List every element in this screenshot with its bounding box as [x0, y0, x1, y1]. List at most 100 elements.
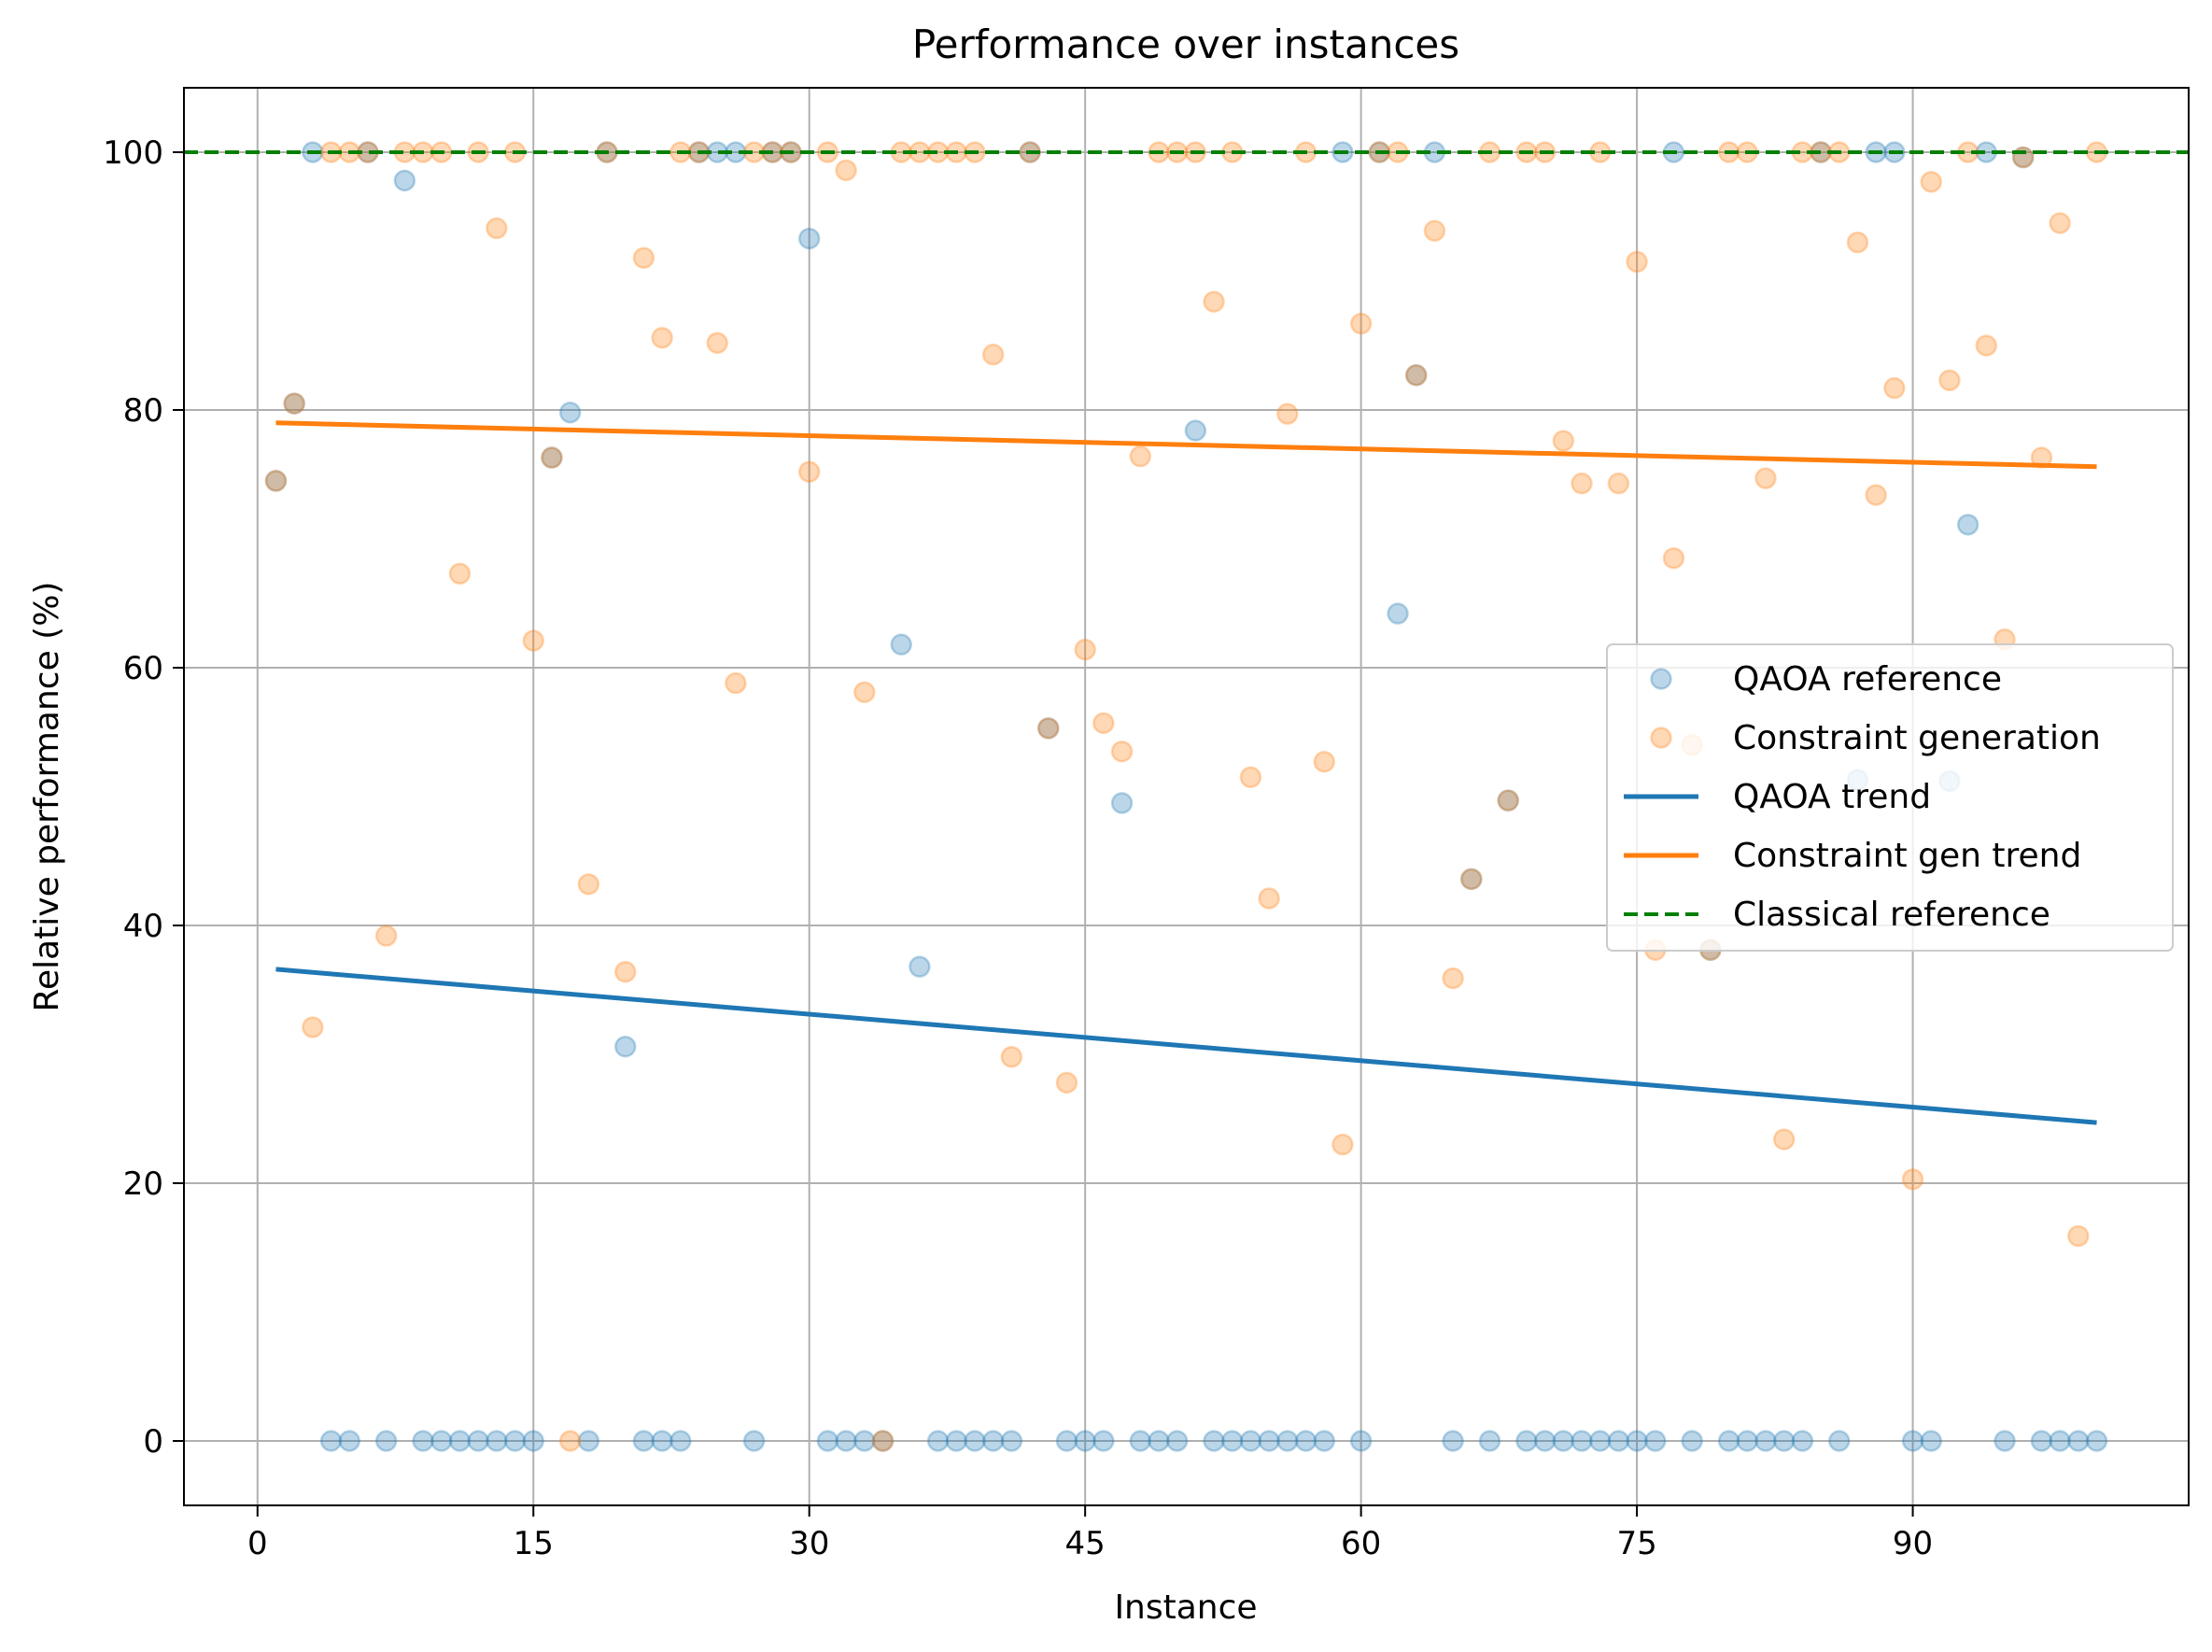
qaoa-reference-point — [1220, 1430, 1244, 1452]
qaoa-reference-point — [1055, 1430, 1078, 1452]
constraint-generation-point — [1000, 1046, 1023, 1068]
qaoa-reference-point — [669, 1430, 692, 1452]
qaoa-reference-point — [816, 1430, 839, 1452]
constraint-generation-point — [797, 460, 821, 483]
axis-ticks: 0 15 30 45 60 75 90 0 20 40 60 80 100 — [103, 134, 1933, 1562]
qaoa-reference-point — [1000, 1430, 1023, 1452]
qaoa-reference-point — [1717, 1430, 1740, 1452]
y-tick-label: 40 — [123, 908, 163, 945]
qaoa-reference-point — [1956, 514, 1980, 536]
constraint-generation-point — [1129, 445, 1152, 468]
qaoa-reference-point — [522, 1430, 544, 1452]
constraint-generation-point — [302, 1016, 324, 1038]
qaoa-reference-point — [1165, 1430, 1189, 1452]
qaoa-reference-point — [1294, 1430, 1317, 1452]
constraint-generation-point — [283, 392, 305, 415]
x-tick-label: 60 — [1341, 1525, 1381, 1562]
constraint-generation-point — [1901, 1168, 1924, 1191]
qaoa-trend-line — [275, 967, 2097, 1125]
y-tick-label: 0 — [143, 1423, 163, 1461]
qaoa-reference-point — [1092, 1430, 1115, 1452]
constraint-generation-point — [1571, 472, 1593, 495]
qaoa-reference-point — [541, 446, 563, 469]
constraint-generation-point — [1258, 887, 1280, 910]
constraint-generation-point — [651, 326, 673, 349]
qaoa-reference-point — [430, 1430, 453, 1452]
x-axis-label: Instance — [1114, 1588, 1257, 1627]
qaoa-reference-point — [1533, 1430, 1557, 1452]
qaoa-reference-point — [1478, 1430, 1501, 1452]
constraint-generation-point — [1203, 290, 1225, 313]
constraint-generation-point — [448, 562, 472, 586]
qaoa-reference-point — [1588, 1430, 1612, 1452]
x-tick-label: 90 — [1893, 1525, 1933, 1562]
qaoa-reference-point — [1681, 1430, 1703, 1452]
qaoa-reference-point — [1239, 1430, 1262, 1452]
constraint-generation-point — [1920, 170, 1942, 193]
qaoa-reference-point — [1110, 792, 1134, 814]
qaoa-reference-point — [1129, 1430, 1152, 1452]
qaoa-reference-point — [890, 633, 912, 656]
constraint-generation-point — [1423, 219, 1446, 242]
qaoa-reference-point — [1313, 1430, 1335, 1452]
constraint-generation-point — [1404, 363, 1428, 387]
constraint-generation-point — [706, 332, 728, 354]
qaoa-reference-point — [1772, 1430, 1796, 1452]
plot-series — [184, 141, 2189, 1452]
constraint-generation-legend-label: Constraint generation — [1733, 719, 2101, 757]
constraint-generation-point — [613, 960, 637, 983]
y-tick-label: 80 — [123, 392, 163, 430]
constraint-generation-point — [1331, 1133, 1354, 1156]
qaoa-reference-point — [1387, 602, 1409, 625]
constraint-generation-point — [1938, 369, 1961, 392]
qaoa-reference-point — [1276, 1430, 1299, 1452]
constraint-generation-point — [981, 343, 1005, 366]
qaoa-reference-point — [338, 1430, 361, 1452]
qaoa-reference-point — [1515, 1430, 1538, 1452]
qaoa-reference-point — [1901, 1430, 1924, 1452]
constraint-generation-point — [1092, 712, 1115, 735]
qaoa-reference-point — [945, 1430, 968, 1452]
qaoa-reference-point — [1607, 1430, 1630, 1452]
constraint-generation-point — [1883, 376, 1906, 400]
qaoa-reference-point — [1148, 1430, 1170, 1452]
constraint-generation-point — [853, 681, 876, 703]
constraint-generation-point — [1110, 740, 1134, 763]
constraint-generation-point — [486, 217, 508, 240]
constraint-generation-point — [1772, 1128, 1796, 1151]
qaoa-reference-point — [467, 1430, 489, 1452]
qaoa-reference-point — [1497, 789, 1519, 812]
y-axis-label: Relative performance (%) — [28, 582, 66, 1012]
qaoa-reference-point — [283, 392, 305, 415]
qaoa-reference-point — [1442, 1430, 1464, 1452]
qaoa-reference-point — [632, 1430, 655, 1452]
qaoa-reference-point — [448, 1430, 472, 1452]
constraint-generation-point — [2049, 212, 2071, 234]
qaoa-reference-point — [981, 1430, 1005, 1452]
qaoa-reference-point — [1258, 1430, 1280, 1452]
chart-title: Performance over instances — [912, 21, 1459, 67]
constraint-generation-point — [2067, 1224, 2090, 1248]
x-tick-label: 15 — [514, 1525, 554, 1562]
y-tick-label: 60 — [123, 650, 163, 687]
constraint-generation-point — [1276, 402, 1299, 425]
qaoa-reference-point — [503, 1430, 527, 1452]
qaoa-reference-point — [2049, 1430, 2071, 1452]
qaoa-reference-point — [1626, 1430, 1648, 1452]
constraint-generation-point — [1846, 231, 1869, 254]
constraint-generation-point — [374, 925, 398, 947]
x-tick-label: 45 — [1065, 1525, 1106, 1562]
constraint-generation-point — [1074, 638, 1096, 661]
constraint-generation-point — [1865, 484, 1887, 506]
qaoa-reference-point — [412, 1430, 434, 1452]
qaoa-reference-point — [853, 1430, 876, 1452]
legend: QAOA reference Constraint generation QAOA … — [1606, 643, 2174, 952]
qaoa-reference-point — [871, 1430, 895, 1452]
qaoa-reference-point — [1404, 363, 1428, 387]
qaoa-reference-legend-marker — [1650, 668, 1672, 690]
constraint-gen-trend-line — [275, 420, 2097, 470]
qaoa-reference-point — [1644, 1430, 1667, 1452]
constraint-generation-point — [1442, 967, 1464, 990]
qaoa-reference-point — [909, 955, 931, 978]
constraint-generation-point — [835, 159, 857, 182]
